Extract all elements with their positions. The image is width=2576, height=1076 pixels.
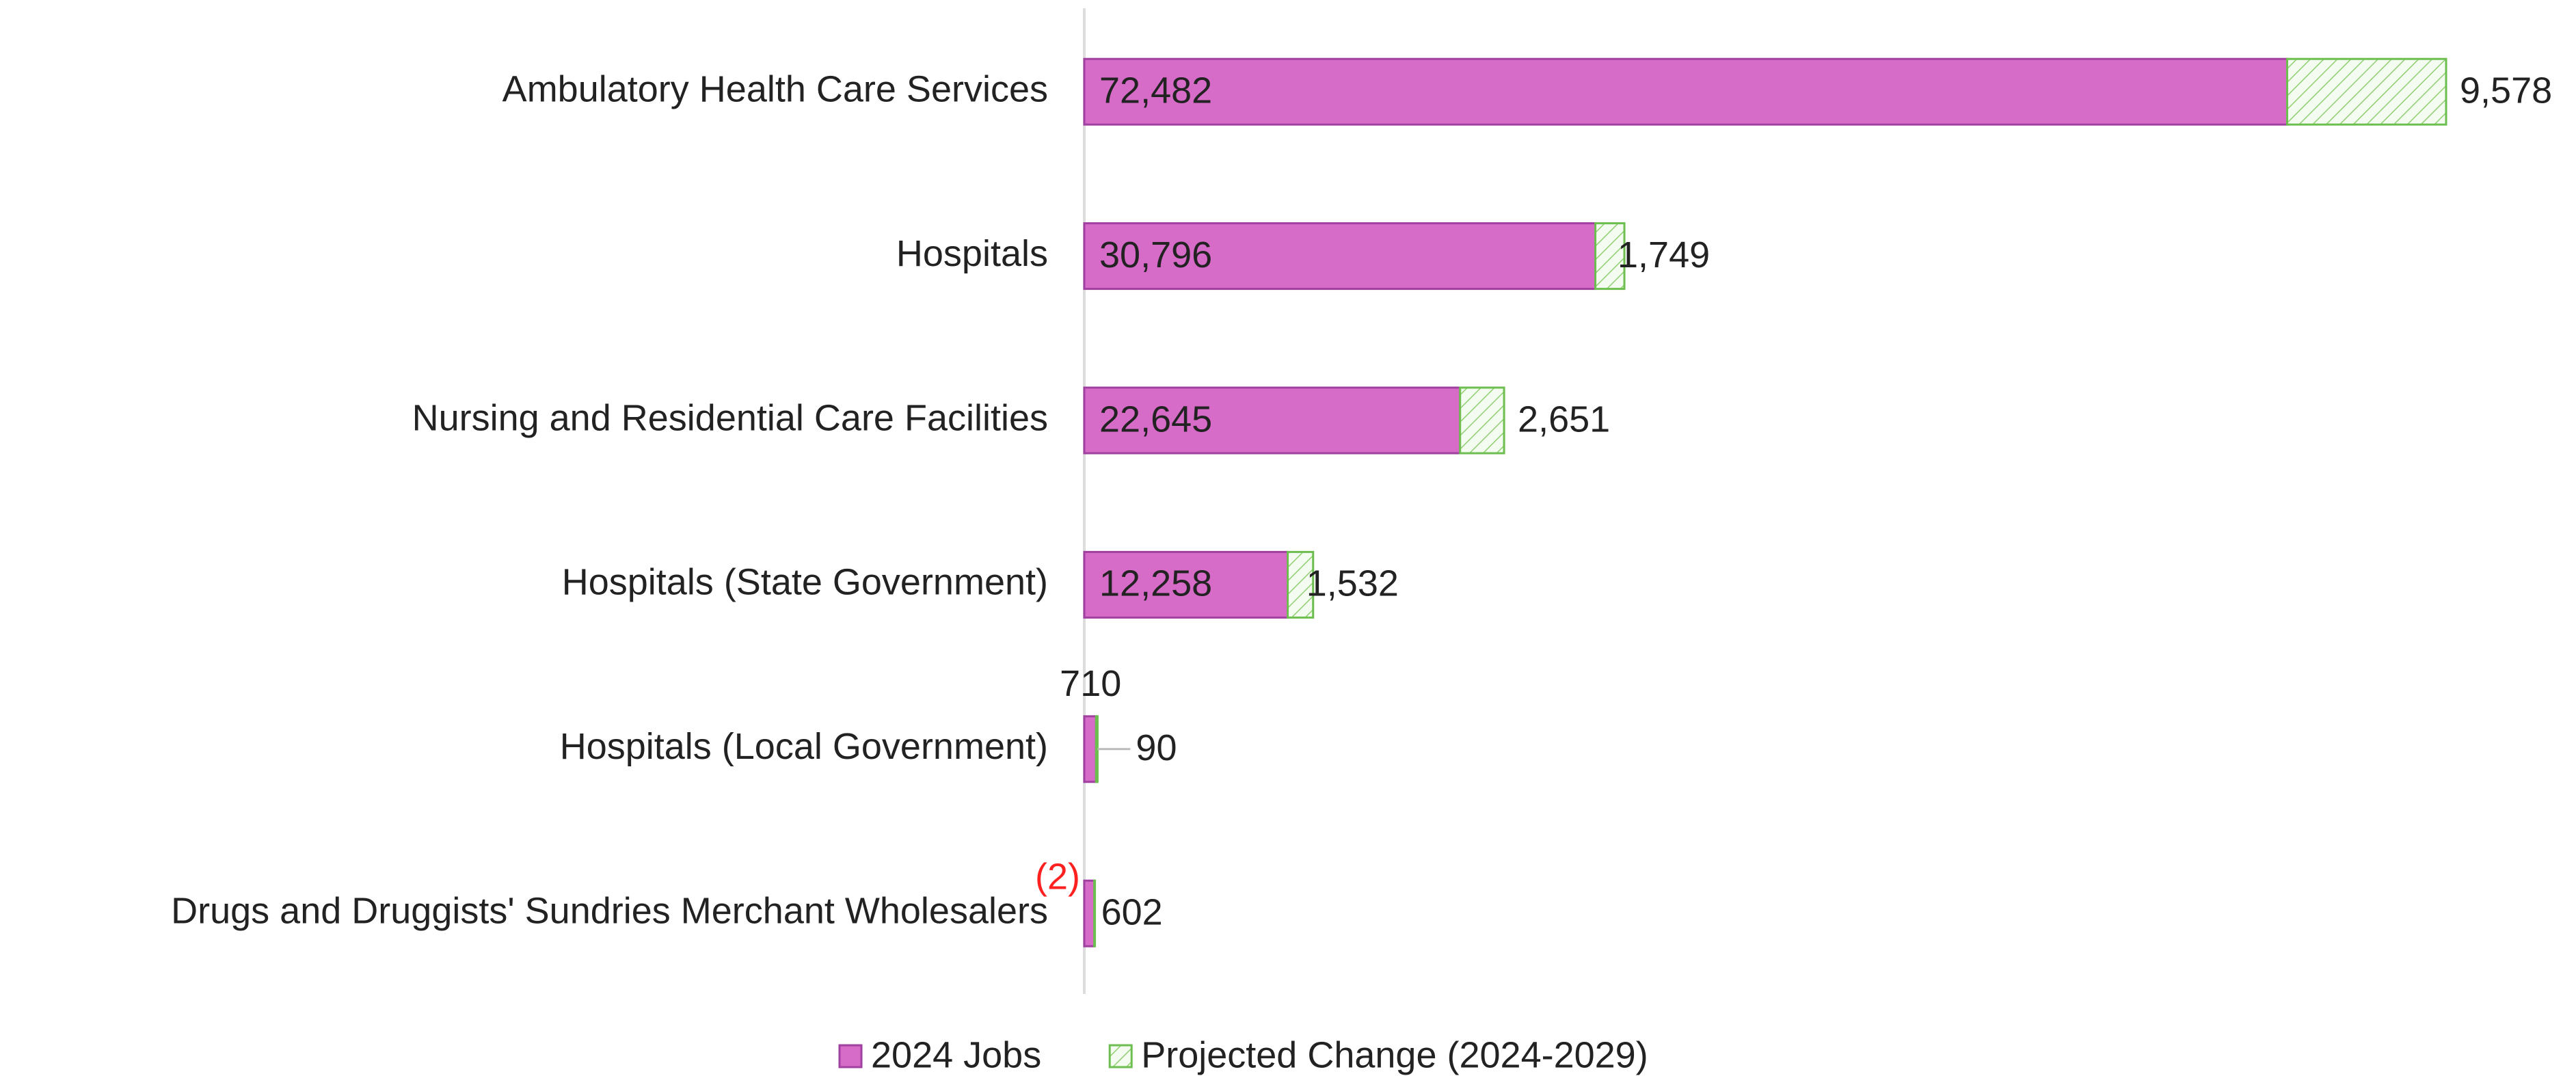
legend-label: Projected Change (2024-2029) <box>1141 1034 1648 1075</box>
legend-swatch <box>1108 1044 1133 1068</box>
value-label: 9,578 <box>2460 70 2552 111</box>
legend-label: 2024 Jobs <box>871 1034 1041 1075</box>
value-label: 22,645 <box>1099 399 1212 440</box>
bar-segment <box>1083 879 1096 947</box>
value-label: 1,749 <box>1618 234 1710 275</box>
bar-segment <box>1594 222 1626 291</box>
value-label: 2,651 <box>1518 399 1610 440</box>
bar-segment <box>1287 550 1315 619</box>
category-label: Nursing and Residential Care Facilities <box>412 397 1048 438</box>
value-label: (2) <box>1035 856 1080 897</box>
value-label: 602 <box>1101 891 1163 932</box>
value-label: 30,796 <box>1099 234 1212 275</box>
bar-segment <box>1083 715 1097 783</box>
bar-segment <box>1083 57 2288 126</box>
category-label: Hospitals (State Government) <box>562 562 1048 603</box>
category-label: Ambulatory Health Care Services <box>502 68 1048 109</box>
bar-segment <box>1083 386 1462 455</box>
bar-segment <box>1459 386 1505 455</box>
bar-segment <box>2285 57 2447 126</box>
bar-segment <box>1095 715 1099 783</box>
legend-swatch <box>838 1044 863 1068</box>
value-label: 710 <box>1060 663 1121 704</box>
value-label: 12,258 <box>1099 563 1212 604</box>
category-label: Hospitals <box>896 233 1048 274</box>
category-label: Drugs and Druggists' Sundries Merchant W… <box>171 890 1048 931</box>
value-label: 72,482 <box>1099 70 1212 111</box>
value-label: 90 <box>1136 727 1177 768</box>
category-label: Hospitals (Local Government) <box>560 726 1048 767</box>
value-label: 1,532 <box>1306 563 1399 604</box>
